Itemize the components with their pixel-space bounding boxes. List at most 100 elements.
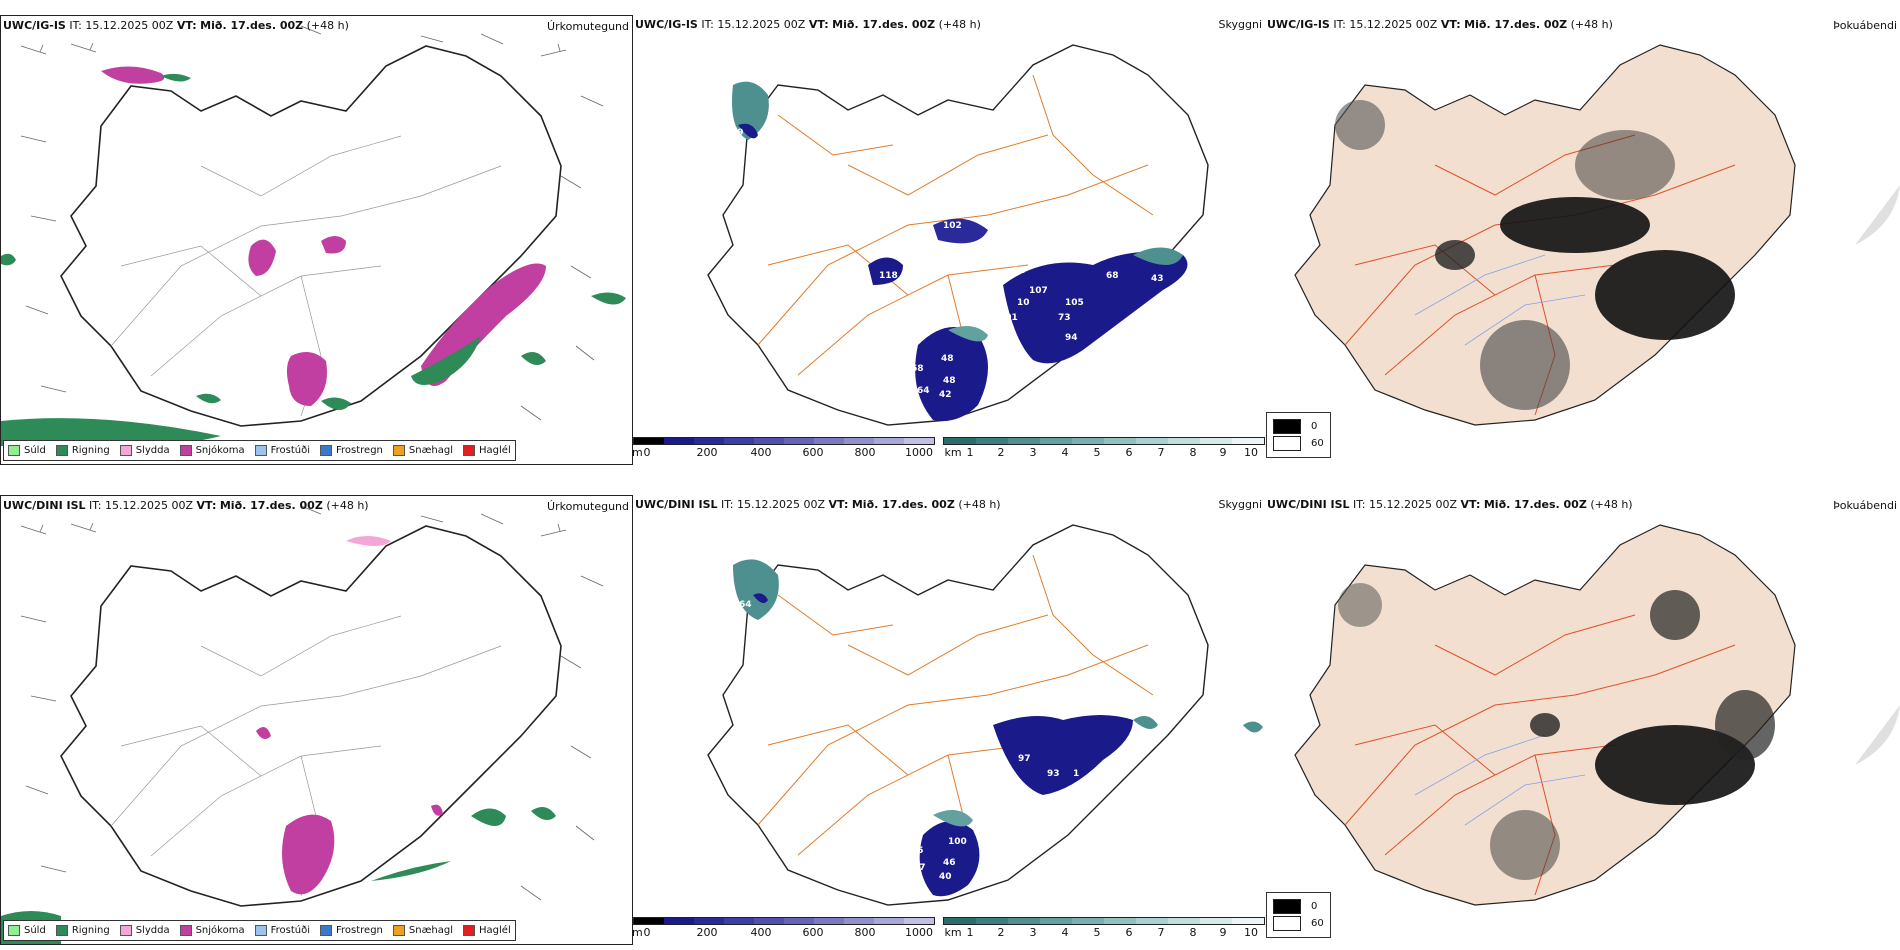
cloud-label: 59	[1063, 818, 1076, 828]
cloud-label: 100	[1061, 790, 1080, 800]
cloud-label: 87	[913, 863, 926, 873]
colorbar-tick: 8	[1189, 446, 1197, 459]
legend-swatch	[254, 925, 267, 936]
fog-legend-item: 0	[1273, 899, 1324, 914]
cloud-label: 89	[731, 128, 744, 138]
cloud-base-labels: 89 102 11 95 118 98 107 68 10 43 105 73 …	[731, 128, 1164, 400]
cloud-label: 98	[1013, 266, 1026, 276]
colorbar-tick: 7	[1157, 926, 1165, 939]
cloud-label: 48	[943, 376, 956, 386]
colorbar-tick: 2	[997, 446, 1005, 459]
colorbar-tick: 3	[1029, 926, 1037, 939]
colorbar-tick: 400	[750, 926, 772, 939]
colorbar-tick: 9	[1219, 926, 1227, 939]
roads	[110, 615, 502, 897]
cloud-label: 14	[795, 595, 808, 605]
fog-areas	[1338, 583, 1900, 880]
legend-swatch	[8, 925, 20, 936]
cloud-label: 102	[943, 221, 962, 231]
cloud-label: 105	[1065, 298, 1084, 308]
cloud-base-labels: 64 14 37 23 97 93 1 97 10 100 59 27 100 …	[739, 595, 1241, 882]
colorbar-tick: 9	[1219, 446, 1227, 459]
vis-colorbar-row1: km 1 2 3 4 5 6 7 8 9 10	[943, 437, 1265, 459]
colorbar-tick: 4	[1061, 926, 1069, 939]
cloud-label: 73	[1058, 313, 1071, 323]
fog-map-row1	[1294, 44, 1900, 426]
colorbar-ticks: m 0 200 400 600 800 1000	[633, 925, 935, 939]
cloud-label: 68	[911, 364, 924, 374]
cloud-label: 118	[879, 271, 898, 281]
colorbar-tick: 10	[1244, 446, 1258, 459]
vis-label-row2: Skyggni	[1218, 498, 1262, 511]
legend-item: Frostregn	[320, 445, 383, 456]
ceiling-colorbar-row2: m 0 200 400 600 800 1000	[633, 917, 935, 939]
colorbar-tick: 800	[854, 926, 876, 939]
cloud-label: 1	[1073, 769, 1079, 779]
cloud-label: 27	[1228, 784, 1241, 794]
fog-legend-item: 60	[1273, 436, 1324, 451]
colorbar-unit: km	[944, 446, 962, 459]
cloud-label: 68	[1106, 271, 1119, 281]
colorbar-tick: 6	[1125, 446, 1133, 459]
vis-label-row1: Skyggni	[1218, 18, 1262, 31]
cloud-label: 11	[895, 241, 908, 251]
legend-item: Slydda	[119, 925, 170, 936]
legend-swatch	[392, 445, 405, 456]
fog-panel-row1: UWC/IG-IS IT: 15.12.2025 00Z VT: Mið. 17…	[1265, 15, 1900, 465]
vis-panel-row2: 64 14 37 23 97 93 1 97 10 100 59 27 100 …	[633, 495, 1265, 945]
legend-item: Súld	[8, 925, 46, 936]
legend-item: Snjókoma	[179, 925, 245, 936]
roads	[1344, 614, 1736, 896]
colorbar-strip	[943, 917, 1265, 925]
legend-swatch	[179, 925, 192, 936]
cloud-label: 43	[1151, 274, 1164, 284]
colorbar-tick: 7	[1157, 446, 1165, 459]
fog-legend-item: 0	[1273, 419, 1324, 434]
cloud-label: 64	[739, 600, 752, 610]
cloud-label: 97	[1089, 778, 1102, 788]
precip-legend-row1: Súld Rigning Slydda Snjókoma Frostúði Fr…	[3, 440, 516, 461]
cloud-label: 85	[911, 846, 924, 856]
legend-swatch	[320, 445, 332, 456]
cloud-label: 97	[1018, 754, 1031, 764]
legend-item: Slydda	[119, 445, 170, 456]
legend-swatch	[463, 445, 476, 456]
colorbar-strip	[633, 437, 935, 445]
cloud-label: 93	[1047, 769, 1060, 779]
vis-colorbar-row2: km 1 2 3 4 5 6 7 8 9 10	[943, 917, 1265, 939]
colorbar-tick: 400	[750, 446, 772, 459]
legend-item: Rigning	[55, 925, 110, 936]
fog-swatch	[1273, 916, 1301, 931]
legend-item: Snæhagl	[392, 925, 453, 936]
precip-map-row1	[1, 25, 626, 450]
cloud-label: 42	[939, 390, 952, 400]
rivers	[1414, 734, 1586, 826]
wind-barbs	[20, 505, 604, 901]
cloud-label: 107	[1029, 286, 1048, 296]
vis-map-row2: 64 14 37 23 97 93 1 97 10 100 59 27 100 …	[707, 524, 1263, 906]
legend-swatch	[254, 445, 267, 456]
vis-title-row2: UWC/DINI ISL IT: 15.12.2025 00Z VT: Mið.…	[635, 498, 1001, 511]
legend-item: Frostúði	[254, 925, 310, 936]
fog-legend-row2: 0 60	[1266, 892, 1331, 938]
fog-swatch	[1273, 419, 1301, 434]
precip-title-row1: UWC/IG-IS IT: 15.12.2025 00Z VT: Mið. 17…	[3, 19, 349, 32]
colorbar-strip	[943, 437, 1265, 445]
colorbar-tick: 0	[643, 446, 651, 459]
fog-swatch	[1273, 436, 1301, 451]
cloud-label: 64	[917, 386, 930, 396]
fog-areas	[1335, 100, 1900, 410]
fog-label-row2: Þokuábendi	[1833, 499, 1897, 512]
fog-title-row2: UWC/DINI ISL IT: 15.12.2025 00Z VT: Mið.…	[1267, 498, 1633, 511]
colorbar-tick: 600	[802, 446, 824, 459]
colorbar-tick: 1000	[905, 446, 933, 459]
colorbar-ticks: km 1 2 3 4 5 6 7 8 9 10	[943, 445, 1265, 459]
legend-item: Haglél	[463, 925, 511, 936]
legend-item: Rigning	[55, 445, 110, 456]
fog-legend-item: 60	[1273, 916, 1324, 931]
colorbar-tick: 600	[802, 926, 824, 939]
low-cloud-areas	[733, 559, 1263, 897]
precip-map-row2	[1, 505, 604, 944]
fog-swatch	[1273, 899, 1301, 914]
cloud-label: 46	[943, 858, 956, 868]
